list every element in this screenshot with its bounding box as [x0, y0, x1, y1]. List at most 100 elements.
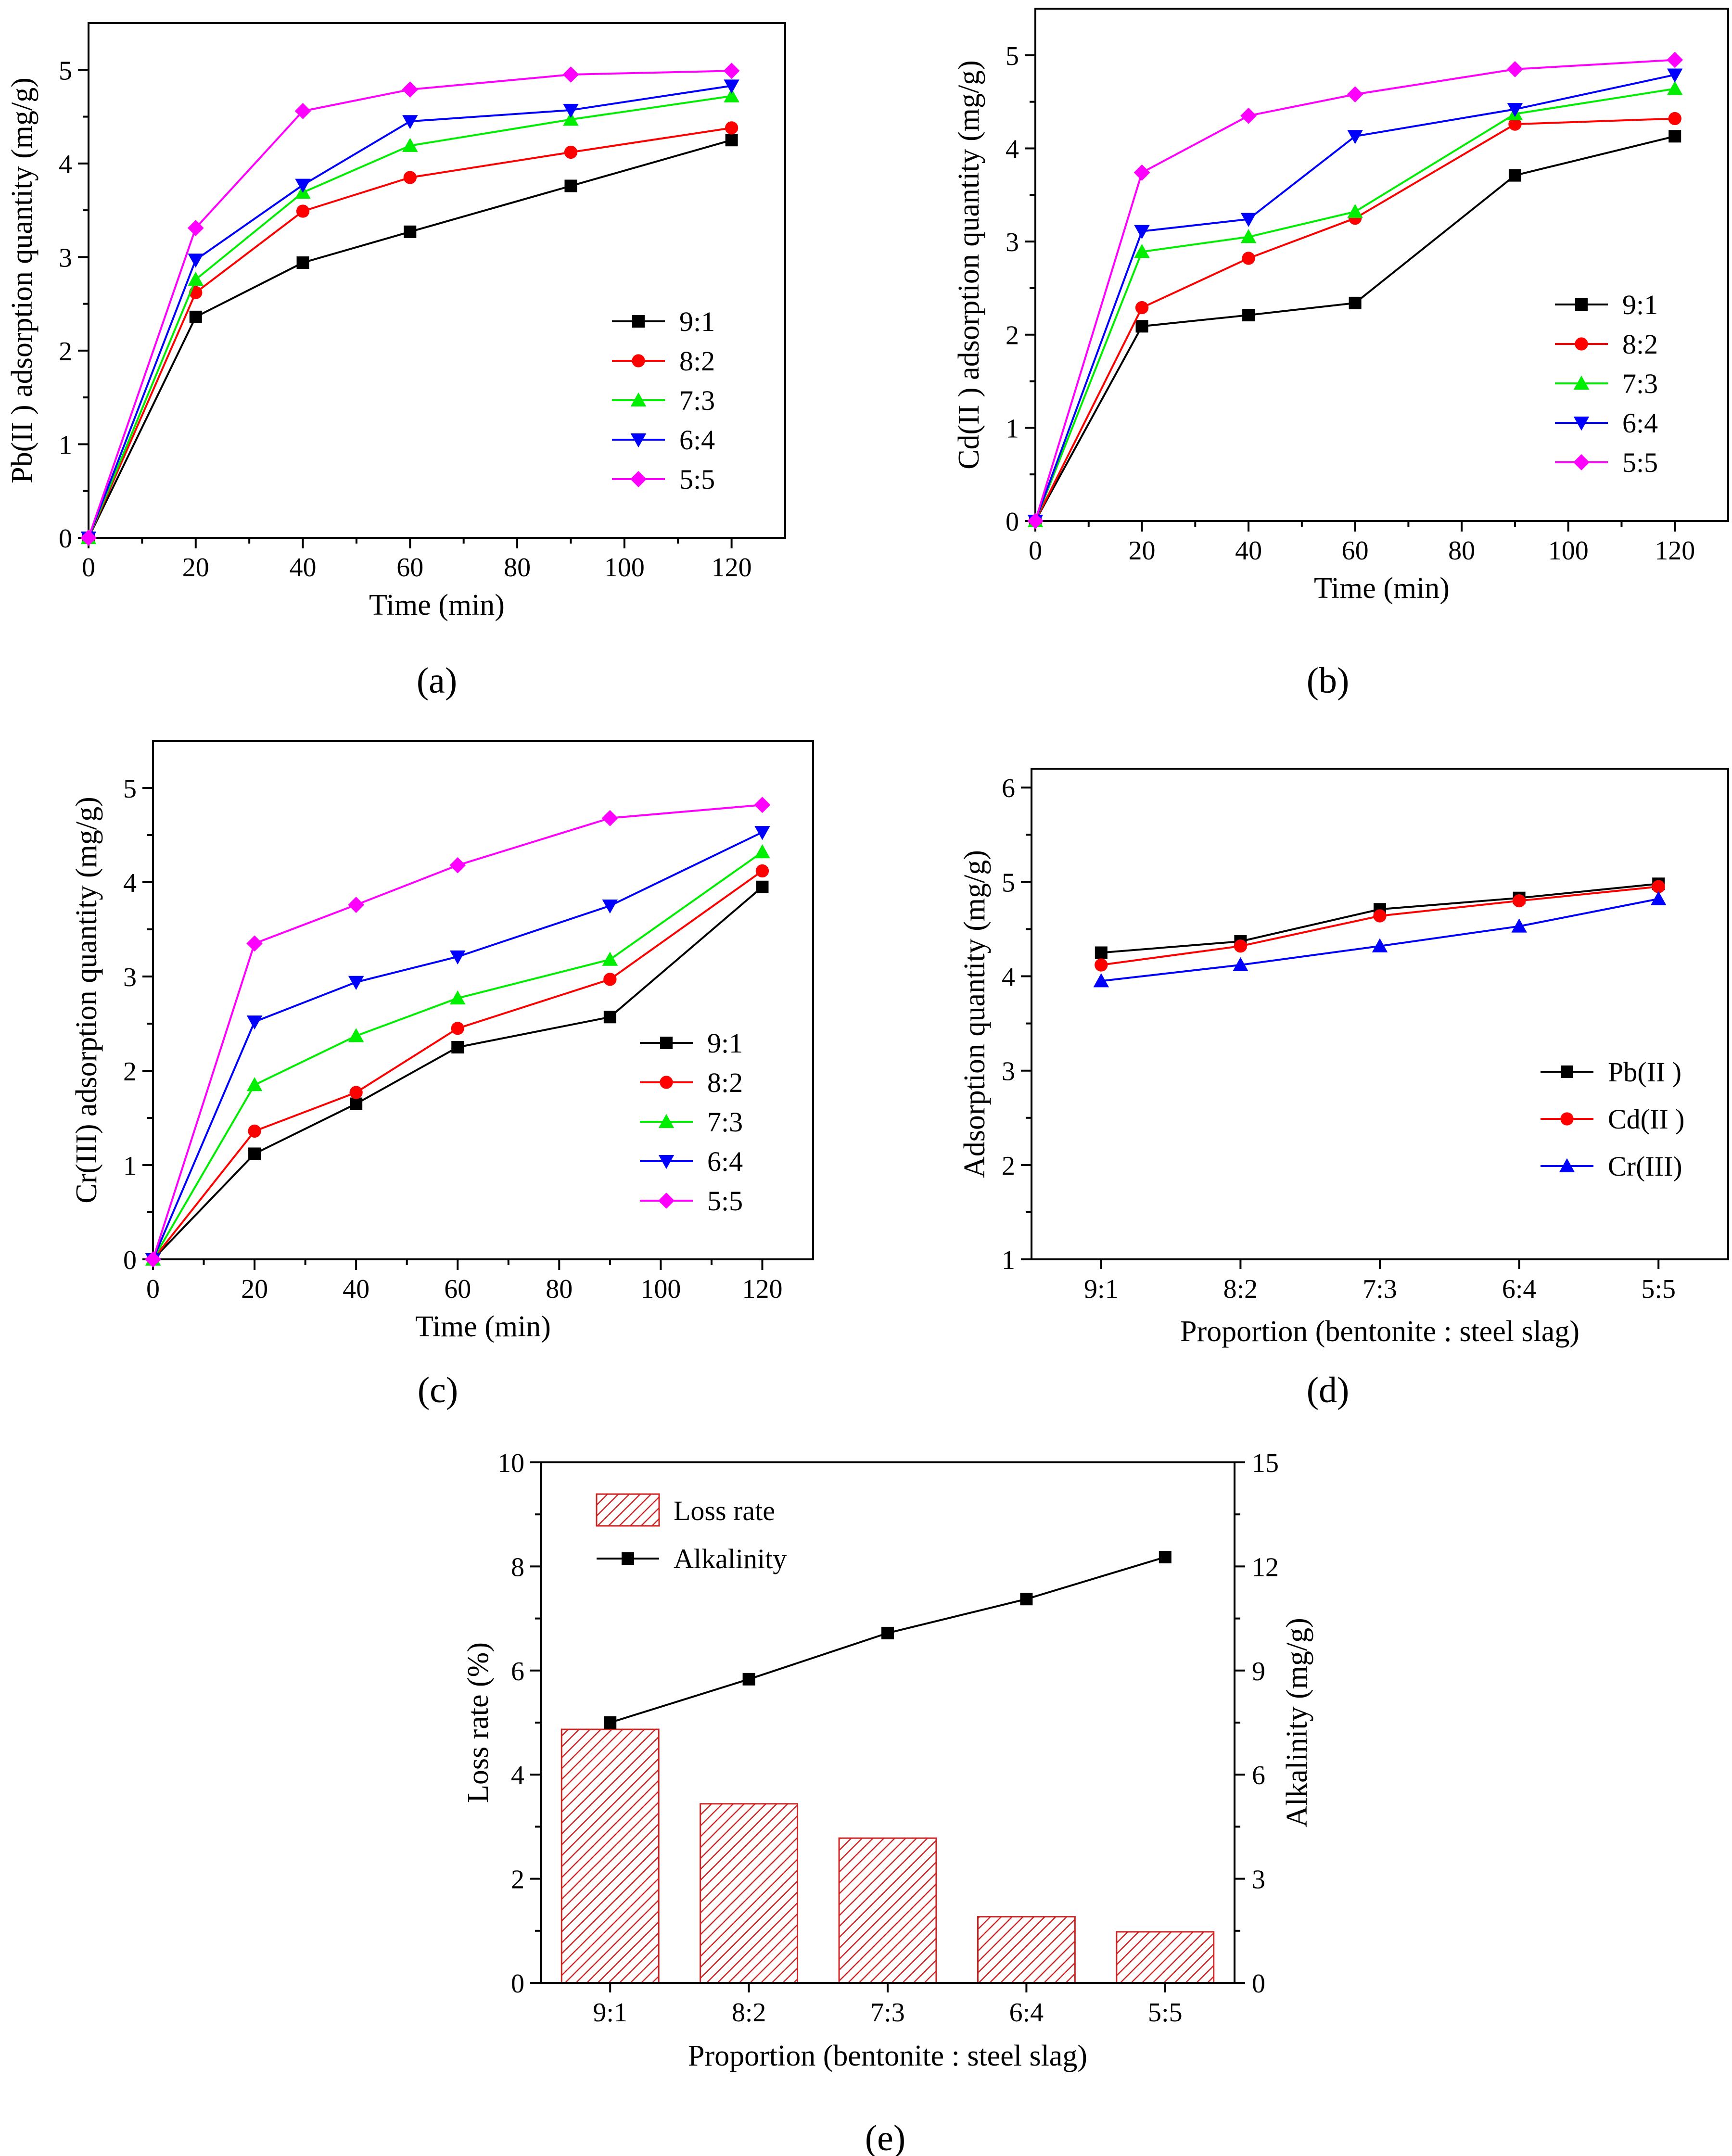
data-point — [603, 973, 617, 986]
x-tick-label: 8:2 — [732, 1998, 766, 2028]
data-point — [602, 951, 618, 966]
panel-caption: (b) — [1307, 660, 1350, 701]
chart-panel-c: 0 20 40 60 80 100 120 0 1 2 3 4 5 Time (min) Cr(III) a… — [70, 740, 814, 1410]
bar — [977, 1916, 1076, 1984]
x-tick-label: 100 — [640, 1274, 681, 1304]
series-line-7:3 — [88, 95, 732, 538]
data-point — [1095, 958, 1108, 972]
legend-marker — [1575, 337, 1588, 351]
data-point — [1347, 130, 1363, 144]
y-tick-label: 5 — [59, 56, 72, 86]
data-point — [725, 134, 738, 147]
y-left-tick-label: 8 — [511, 1552, 524, 1582]
data-point — [449, 950, 466, 965]
plot-frame — [1034, 8, 1729, 522]
x-axis-label: Time (min) — [1314, 572, 1450, 605]
legend-label: 6:4 — [1622, 407, 1658, 439]
legend-marker — [630, 471, 647, 487]
legend-label: Cd(II ) — [1608, 1103, 1684, 1135]
data-point — [1133, 164, 1150, 181]
x-tick-label: 0 — [146, 1274, 160, 1304]
x-tick-label: 60 — [444, 1274, 471, 1304]
y-tick-label: 4 — [1002, 963, 1015, 992]
data-point — [188, 271, 204, 286]
data-point — [1507, 103, 1523, 117]
panel-caption: (c) — [418, 1370, 458, 1410]
y-tick-label: 6 — [1002, 774, 1015, 803]
series-line-8:2 — [1034, 117, 1675, 521]
data-point — [1667, 81, 1683, 95]
y-left-tick-label: 6 — [511, 1657, 524, 1687]
data-point — [724, 79, 739, 94]
data-point — [294, 102, 311, 119]
x-tick-label: 20 — [241, 1274, 268, 1304]
legend-marker — [1575, 298, 1588, 311]
data-point — [1512, 894, 1526, 908]
data-point — [1020, 1593, 1033, 1606]
y-tick-label: 1 — [1002, 1245, 1015, 1275]
x-tick-label: 20 — [182, 553, 209, 583]
y-tick-label: 3 — [59, 243, 72, 273]
bar — [1116, 1931, 1215, 1984]
data-point — [1507, 61, 1523, 77]
legend-marker — [658, 1155, 675, 1169]
legend-label: Pb(II ) — [1608, 1056, 1681, 1088]
x-axis-label: Proportion (bentonite : steel slag) — [688, 2040, 1087, 2072]
x-tick-label: 5:5 — [1148, 1998, 1183, 2028]
data-point — [1668, 130, 1681, 143]
y-right-tick-label: 0 — [1252, 1969, 1265, 1999]
data-point — [1234, 939, 1248, 953]
data-point — [1508, 169, 1521, 182]
x-tick-label: 100 — [604, 553, 645, 583]
x-tick-label: 0 — [1029, 536, 1042, 566]
data-point — [1135, 301, 1149, 315]
data-point — [1134, 225, 1150, 240]
x-tick-label: 60 — [1342, 536, 1369, 566]
y-left-tick-label: 4 — [511, 1761, 524, 1790]
x-tick-label: 80 — [546, 1274, 573, 1304]
x-tick-label: 40 — [1235, 536, 1262, 566]
x-tick-label: 40 — [343, 1274, 369, 1304]
data-point — [1511, 918, 1527, 933]
legend-marker — [1559, 1158, 1575, 1172]
legend-marker — [622, 1552, 634, 1565]
legend-label: 9:1 — [1622, 289, 1658, 320]
y-tick-label: 2 — [1006, 321, 1019, 351]
series-line-9:1 — [1034, 135, 1675, 521]
series-line-Cd(II ) — [1101, 886, 1659, 966]
y-tick-label: 0 — [59, 524, 72, 554]
chart-panel-d: 9:1 8:2 7:3 6:4 5:5 1 2 3 4 5 6 Proportion (bentoni… — [958, 768, 1729, 1410]
legend-label: 8:2 — [1622, 329, 1658, 360]
legend-marker — [1573, 375, 1590, 390]
y-tick-label: 1 — [1006, 414, 1019, 444]
legend-label: 9:1 — [679, 306, 715, 337]
data-point — [295, 178, 311, 193]
data-point — [1240, 213, 1257, 227]
data-point — [404, 225, 417, 238]
x-tick-label: 120 — [742, 1274, 782, 1304]
data-point — [563, 112, 579, 126]
legend-marker — [632, 315, 645, 328]
bar — [700, 1803, 799, 1984]
x-tick-label: 0 — [82, 553, 95, 583]
data-point — [1347, 203, 1363, 218]
legend-marker — [630, 392, 647, 406]
legend-marker — [1560, 1112, 1574, 1126]
data-point — [1347, 86, 1363, 103]
data-point — [1242, 309, 1255, 322]
legend-label: Loss rate — [674, 1495, 775, 1526]
data-point — [348, 1028, 364, 1042]
legend-label: 9:1 — [707, 1027, 743, 1059]
y-tick-label: 1 — [123, 1151, 137, 1181]
data-point — [348, 897, 365, 913]
legend-label: 7:3 — [707, 1106, 743, 1138]
y-left-tick-label: 0 — [511, 1969, 524, 1999]
data-point — [563, 103, 579, 118]
data-point — [604, 1716, 617, 1729]
data-point — [248, 1147, 261, 1160]
y-right-axis-label: Alkalinity (mg/g) — [1281, 1618, 1313, 1827]
data-point — [725, 121, 739, 135]
data-point — [1652, 880, 1665, 893]
data-point — [1027, 513, 1044, 529]
data-point — [603, 1011, 616, 1024]
